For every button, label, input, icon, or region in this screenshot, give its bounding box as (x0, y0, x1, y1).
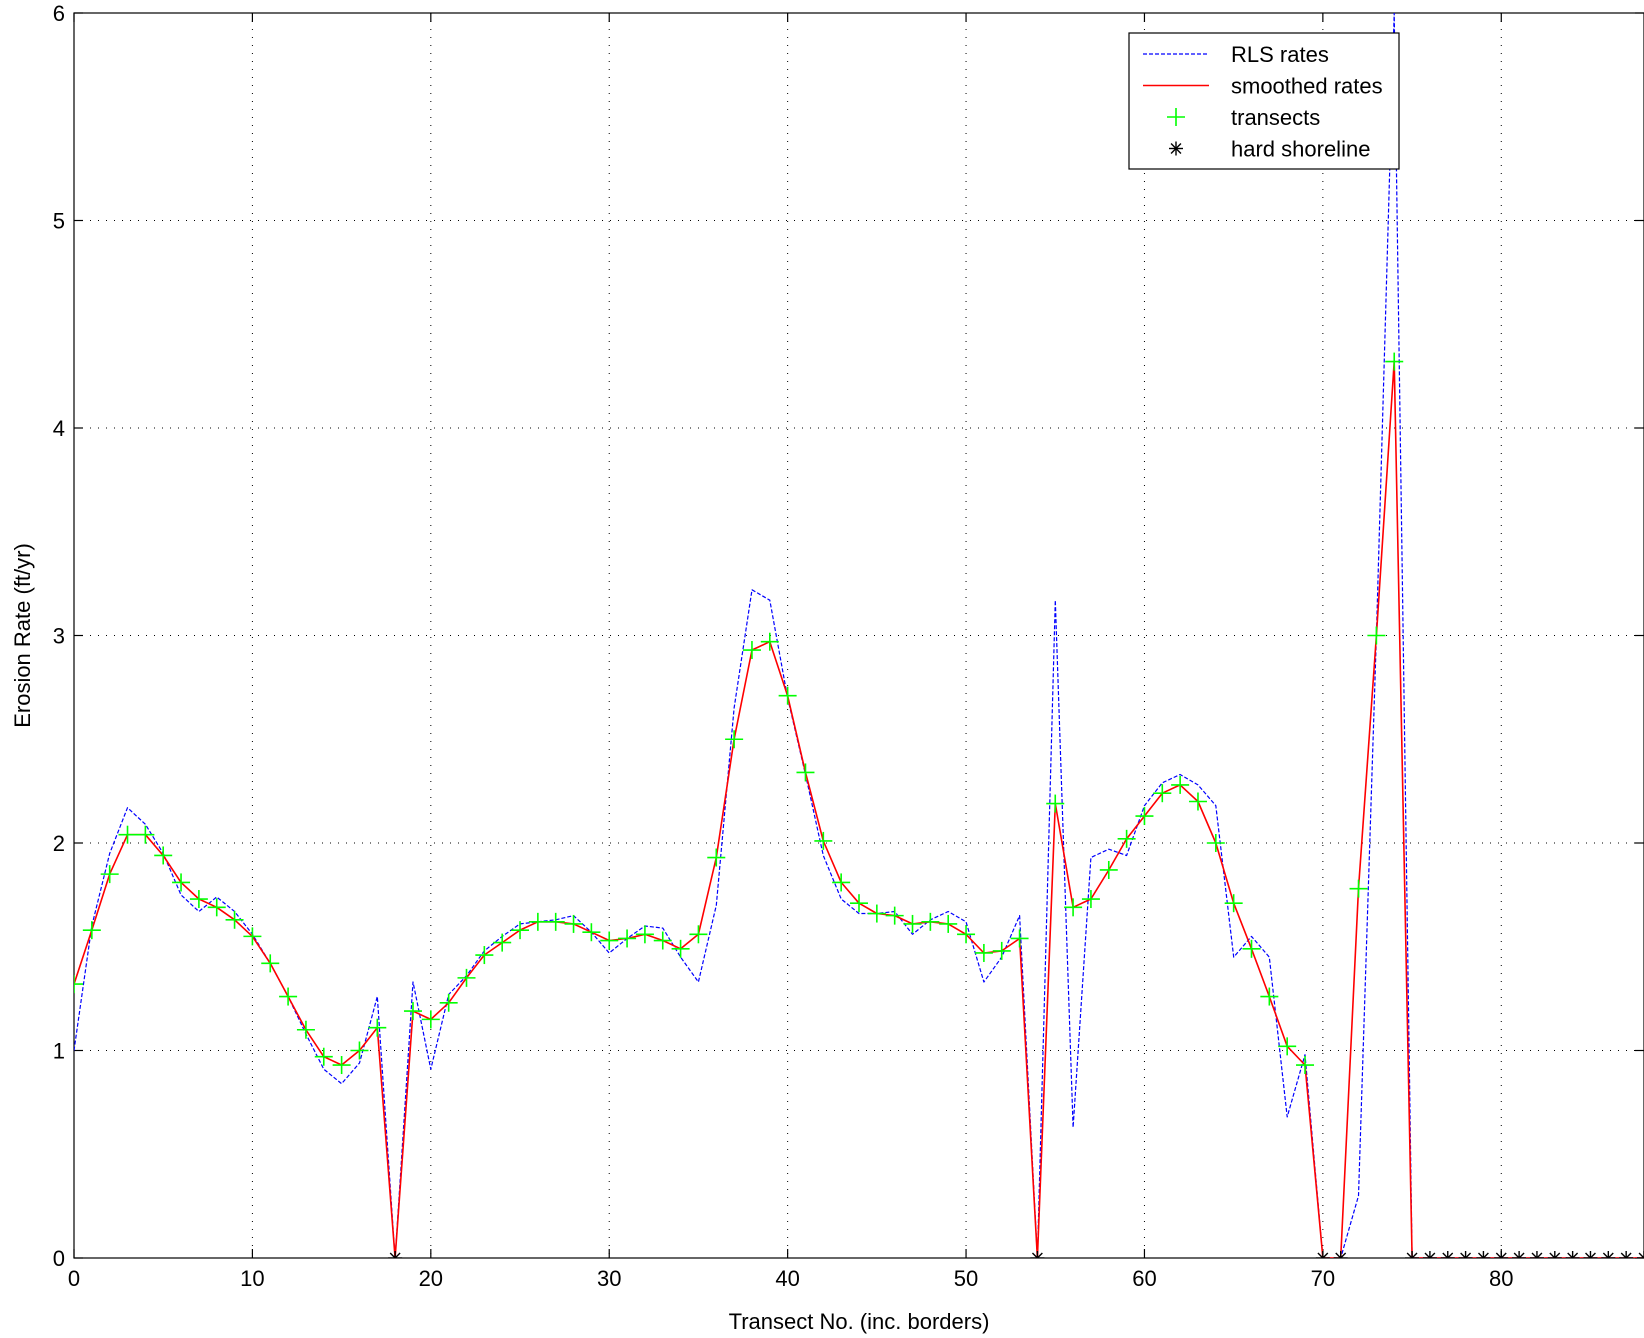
data-point-hard-shoreline (1036, 1252, 1043, 1258)
legend-label-transects: transects (1231, 105, 1320, 130)
data-point-hard-shoreline (1535, 1252, 1543, 1258)
y-tick-label: 1 (53, 1039, 65, 1064)
data-point-hard-shoreline (1477, 1252, 1485, 1258)
data-point-hard-shoreline (1585, 1252, 1592, 1258)
grid-lines (74, 13, 1644, 1258)
data-point-hard-shoreline (1571, 1252, 1579, 1258)
data-point-hard-shoreline (1464, 1252, 1472, 1258)
data-point-hard-shoreline (1428, 1252, 1436, 1258)
data-point-hard-shoreline (1567, 1252, 1574, 1258)
data-point-hard-shoreline (1446, 1252, 1454, 1258)
data-point-hard-shoreline (1500, 1252, 1507, 1258)
x-tick-label: 10 (240, 1266, 264, 1291)
data-point-hard-shoreline (1406, 1252, 1414, 1258)
data-point-hard-shoreline (1602, 1252, 1610, 1258)
y-tick-label: 4 (53, 416, 65, 441)
y-tick-label: 3 (53, 624, 65, 649)
x-tick-label: 50 (954, 1266, 978, 1291)
x-tick-label: 40 (775, 1266, 799, 1291)
data-point-hard-shoreline (1531, 1252, 1538, 1258)
legend-label-rls-rates: RLS rates (1231, 42, 1329, 67)
legend-item-transects: transects (1167, 105, 1320, 130)
x-tick-label: 0 (68, 1266, 80, 1291)
legend: RLS rates smoothed rates transects hard sho… (1128, 32, 1400, 170)
data-point-hard-shoreline (1625, 1252, 1632, 1258)
y-axis-title: Erosion Rate (ft/yr) (10, 543, 35, 728)
y-tick-label: 0 (53, 1246, 65, 1271)
data-point-hard-shoreline (394, 1252, 401, 1258)
data-point-hard-shoreline (1335, 1252, 1342, 1258)
series-line-rls-rates (74, 13, 1644, 1258)
data-point-hard-shoreline (1339, 1252, 1347, 1258)
series-rls-rates (74, 13, 1644, 1258)
data-point-hard-shoreline (1321, 1252, 1329, 1258)
x-tick-label: 30 (597, 1266, 621, 1291)
legend-label-hard-shoreline: hard shoreline (1231, 137, 1370, 162)
data-point-hard-shoreline (1495, 1252, 1503, 1258)
data-point-hard-shoreline (1549, 1252, 1556, 1258)
series-transects (74, 352, 1404, 1075)
y-tick-label: 2 (53, 831, 65, 856)
data-point-hard-shoreline (1589, 1252, 1596, 1258)
x-tick-label: 60 (1132, 1266, 1156, 1291)
data-point-hard-shoreline (1518, 1252, 1525, 1258)
legend-label-smoothed-rates: smoothed rates (1231, 74, 1383, 99)
data-point-hard-shoreline (1317, 1252, 1324, 1258)
legend-item-hard-shoreline: hard shoreline (1169, 137, 1370, 162)
data-point-hard-shoreline (1411, 1252, 1418, 1258)
y-tick-label: 5 (53, 209, 65, 234)
data-point-hard-shoreline (1031, 1252, 1039, 1258)
legend-item-smoothed-rates: smoothed rates (1143, 74, 1383, 99)
data-point-hard-shoreline (1460, 1252, 1467, 1258)
data-point-hard-shoreline (1638, 1252, 1644, 1258)
series-layer (74, 13, 1644, 1258)
x-tick-label: 70 (1311, 1266, 1335, 1291)
series-hard-shoreline (388, 1251, 1644, 1258)
legend-item-rls-rates: RLS rates (1143, 42, 1329, 67)
data-point-hard-shoreline (1553, 1252, 1561, 1258)
data-point-hard-shoreline (1424, 1252, 1431, 1258)
axis-ticks: 0 10 20 30 40 50 60 70 80 0 1 2 3 4 5 6 (53, 1, 1644, 1291)
x-tick-label: 20 (419, 1266, 443, 1291)
data-point-hard-shoreline (1620, 1252, 1628, 1258)
data-point-hard-shoreline (1482, 1252, 1489, 1258)
data-point-hard-shoreline (389, 1252, 397, 1258)
data-point-hard-shoreline (1607, 1252, 1614, 1258)
data-point-hard-shoreline (1442, 1252, 1449, 1258)
y-tick-label: 6 (53, 1, 65, 26)
x-axis-title: Transect No. (inc. borders) (729, 1309, 990, 1334)
legend-swatch-hard-shoreline (1170, 143, 1182, 154)
x-tick-label: 80 (1489, 1266, 1513, 1291)
data-point-hard-shoreline (1513, 1252, 1521, 1258)
